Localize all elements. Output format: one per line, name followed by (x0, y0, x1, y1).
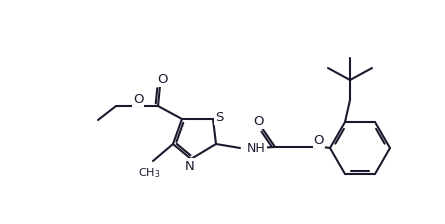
Text: O: O (253, 114, 263, 127)
Text: O: O (314, 134, 324, 146)
Text: O: O (133, 93, 143, 106)
Text: NH: NH (247, 142, 266, 155)
Text: CH$_3$: CH$_3$ (138, 166, 160, 180)
Text: S: S (215, 110, 223, 123)
Text: N: N (185, 159, 195, 172)
Text: O: O (157, 73, 167, 86)
